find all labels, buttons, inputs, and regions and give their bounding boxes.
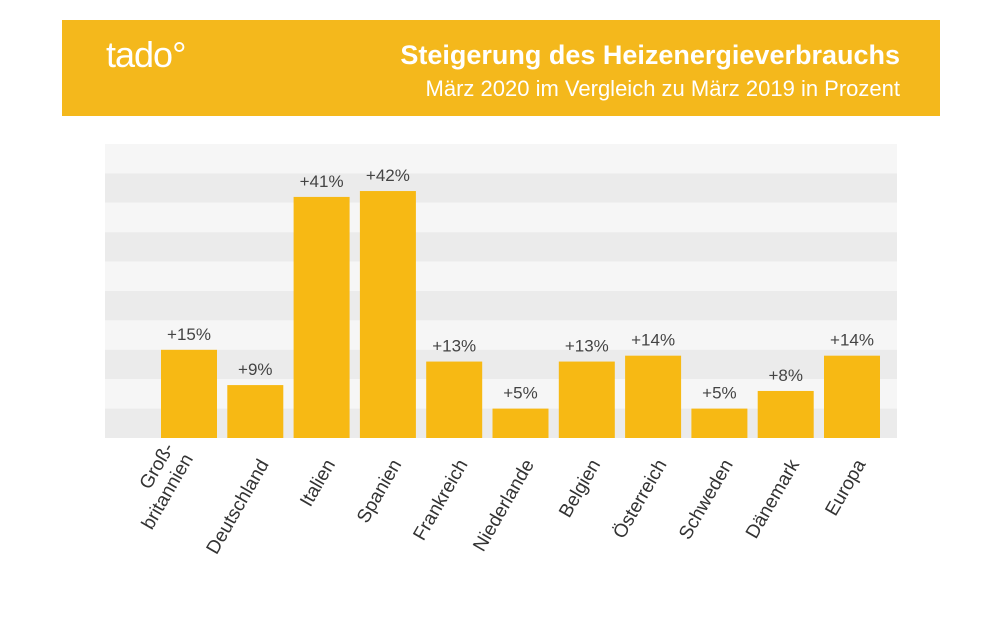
grid-band bbox=[105, 232, 897, 262]
category-label: Österreich bbox=[609, 456, 671, 542]
category-label-line: Österreich bbox=[609, 456, 671, 542]
grid-band bbox=[105, 320, 897, 350]
category-label: Italien bbox=[296, 456, 340, 510]
data-label: +9% bbox=[238, 360, 273, 379]
bar bbox=[161, 349, 217, 438]
category-label: Europa bbox=[822, 456, 871, 520]
category-label-line: Schweden bbox=[675, 456, 738, 543]
category-label-line: Niederlande bbox=[469, 456, 538, 555]
grid-band bbox=[105, 173, 897, 203]
grid-band bbox=[105, 144, 897, 174]
grid-band bbox=[105, 349, 897, 380]
data-label: +5% bbox=[503, 384, 538, 403]
chart-subtitle: März 2020 im Vergleich zu März 2019 in P… bbox=[425, 76, 900, 101]
bar bbox=[824, 355, 880, 438]
category-label: Deutschland bbox=[203, 456, 274, 558]
grid-band bbox=[105, 291, 897, 321]
category-label-line: Frankreich bbox=[409, 456, 472, 544]
bar bbox=[757, 390, 814, 438]
bar bbox=[691, 408, 748, 438]
data-label: +13% bbox=[565, 337, 609, 356]
data-label: +42% bbox=[366, 166, 410, 185]
bar bbox=[558, 361, 615, 438]
data-label: +41% bbox=[300, 172, 344, 191]
category-label-line: Belgien bbox=[555, 456, 605, 521]
category-label: Dänemark bbox=[742, 456, 804, 543]
bar bbox=[625, 355, 682, 438]
category-label-line: Europa bbox=[822, 456, 871, 520]
bar bbox=[359, 191, 416, 438]
category-label: Spanien bbox=[353, 456, 406, 527]
data-label: +14% bbox=[830, 331, 874, 350]
category-label: Frankreich bbox=[409, 456, 472, 544]
bar bbox=[227, 385, 284, 438]
category-label: Belgien bbox=[555, 456, 605, 521]
category-label: Niederlande bbox=[469, 456, 538, 555]
data-label: +13% bbox=[432, 337, 476, 356]
tado-logo: tado° bbox=[106, 34, 186, 75]
data-label: +14% bbox=[631, 331, 675, 350]
header-banner: tado° Steigerung des Heizenergieverbrauc… bbox=[62, 20, 940, 116]
data-label: +5% bbox=[702, 384, 737, 403]
data-label: +15% bbox=[167, 325, 211, 344]
bar bbox=[492, 408, 549, 438]
category-label-line: Deutschland bbox=[203, 456, 274, 558]
grid-band bbox=[105, 202, 897, 233]
bar bbox=[293, 196, 350, 438]
data-label: +8% bbox=[768, 366, 803, 385]
category-label: Schweden bbox=[675, 456, 738, 543]
chart-title: Steigerung des Heizenergieverbrauchs bbox=[400, 40, 900, 70]
category-label-line: Italien bbox=[296, 456, 340, 510]
category-label-line: Dänemark bbox=[742, 456, 804, 543]
grid-band bbox=[105, 261, 897, 291]
category-label: Groß-britannien bbox=[136, 440, 198, 534]
bar bbox=[426, 361, 483, 438]
category-label-line: Spanien bbox=[353, 456, 406, 527]
